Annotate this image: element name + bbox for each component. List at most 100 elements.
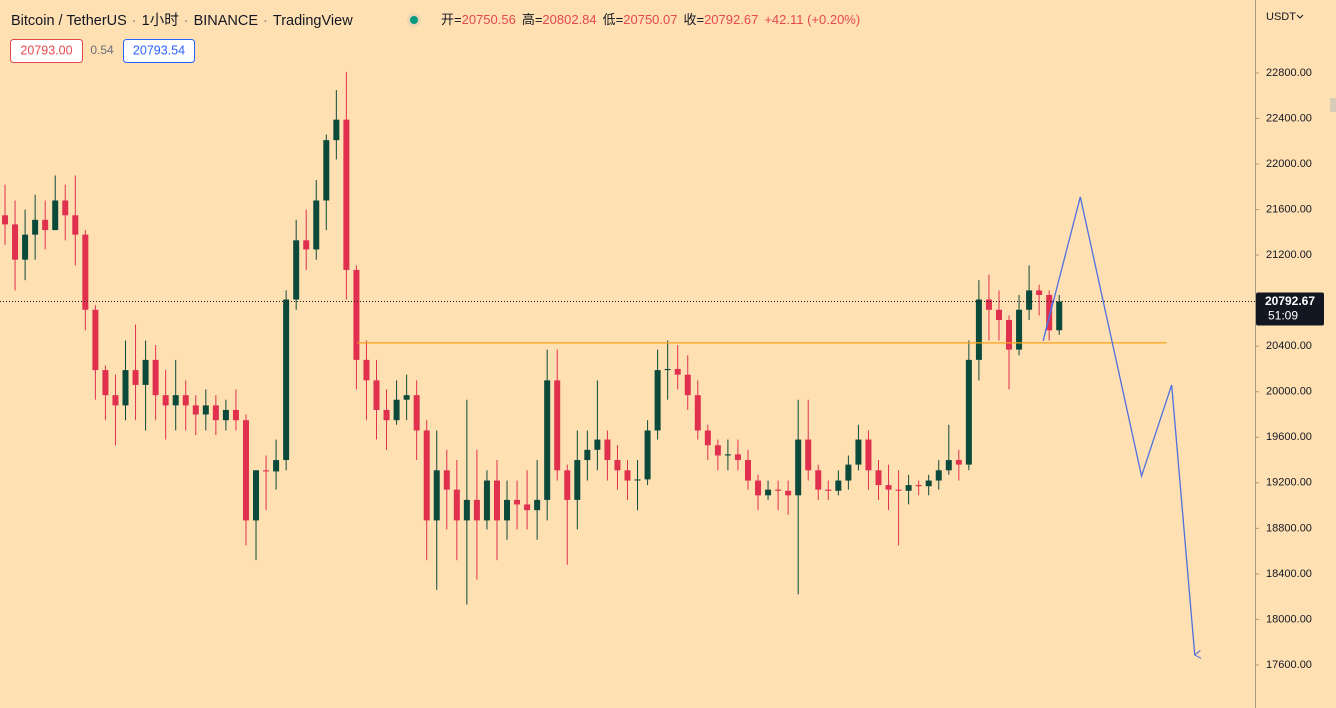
- candle-body: [805, 439, 812, 471]
- candle-body: [785, 490, 792, 496]
- y-tick-label: 22400.00: [1266, 112, 1312, 124]
- candle-body: [152, 359, 159, 396]
- candle-body: [875, 470, 882, 486]
- candle-body: [534, 499, 541, 511]
- ask-box[interactable]: [123, 39, 195, 63]
- bid-box[interactable]: [10, 39, 83, 63]
- candle-body: [132, 370, 139, 385]
- candle-body: [323, 140, 330, 201]
- candle-body: [574, 460, 581, 500]
- candle-body: [985, 299, 992, 310]
- candle-body: [182, 395, 189, 406]
- scroll-handle[interactable]: [1330, 98, 1336, 112]
- candle-body: [62, 200, 69, 216]
- candle-body: [734, 454, 741, 461]
- candle-body: [303, 240, 310, 250]
- candle-body: [755, 480, 762, 496]
- bid[interactable]: 20793.00: [20, 43, 72, 57]
- candle-body: [684, 374, 691, 396]
- candle-body: [584, 449, 591, 461]
- open-value: 20750.56: [462, 12, 516, 27]
- y-tick-label: 18400.00: [1266, 568, 1312, 580]
- candle-body: [714, 445, 721, 456]
- candle-body: [353, 269, 360, 360]
- candle-body: [473, 499, 480, 521]
- candle-body: [905, 485, 912, 491]
- candle-body: [845, 464, 852, 481]
- source: TradingView: [273, 13, 353, 29]
- spread: 0.54: [90, 43, 114, 57]
- candle-body: [654, 370, 661, 431]
- candle-body: [694, 395, 701, 431]
- candle-body: [483, 480, 490, 521]
- candle-body: [975, 299, 982, 360]
- y-tick-label: 22000.00: [1266, 158, 1312, 170]
- open-label: 开=: [441, 12, 462, 27]
- candle-body: [524, 504, 531, 511]
- candle-body: [212, 405, 219, 421]
- candle-body: [112, 395, 119, 406]
- separator: ·: [184, 13, 189, 29]
- candle-body: [1046, 294, 1053, 331]
- countdown: 51:09: [1268, 309, 1298, 323]
- currency[interactable]: USDT: [1266, 11, 1296, 23]
- candle-body: [795, 439, 802, 496]
- ohlc-line: 开=20750.56 高=20802.84 低=20750.07 收=20792.67…: [441, 12, 860, 27]
- candle-body: [564, 470, 571, 500]
- low-value: 20750.07: [623, 12, 677, 27]
- candle-body: [122, 370, 129, 406]
- candle-body: [855, 439, 862, 465]
- candle-body: [704, 430, 711, 446]
- candle-body: [554, 380, 561, 471]
- candle-body: [815, 470, 822, 490]
- y-tick-label: 17600.00: [1266, 659, 1312, 671]
- candle-body: [634, 479, 641, 481]
- candle-body: [162, 395, 169, 406]
- candle-body: [624, 470, 631, 481]
- symbol[interactable]: Bitcoin / TetherUS: [11, 13, 127, 29]
- interval[interactable]: 1小时: [142, 12, 179, 29]
- candle-body: [915, 485, 922, 487]
- projection-path: [1042, 196, 1202, 659]
- exchange: BINANCE: [194, 13, 259, 29]
- y-tick-label: 18800.00: [1266, 522, 1312, 534]
- candle-body: [313, 200, 320, 250]
- currency-chevron[interactable]: [1296, 14, 1304, 19]
- candle-body: [965, 359, 972, 465]
- candle-body: [32, 219, 39, 235]
- candle-body: [604, 439, 611, 461]
- y-tick-label: 18000.00: [1266, 613, 1312, 625]
- candle-body: [433, 470, 440, 521]
- candle-body: [423, 430, 430, 521]
- y-tick-label: 19600.00: [1266, 431, 1312, 443]
- ask[interactable]: 20793.54: [133, 43, 185, 57]
- candle-body: [504, 499, 511, 521]
- candle-body: [443, 470, 450, 490]
- candle-body: [674, 368, 681, 375]
- candle-body: [765, 489, 772, 496]
- candle-body: [42, 219, 49, 231]
- close-label: 收=: [683, 12, 704, 27]
- status-dot: [410, 16, 418, 24]
- candle-body: [263, 470, 270, 472]
- candle-body: [253, 470, 260, 521]
- candle-body: [825, 489, 832, 491]
- y-tick-label: 20000.00: [1266, 386, 1312, 398]
- y-tick-label: 22800.00: [1266, 67, 1312, 79]
- candle-body: [393, 399, 400, 421]
- candle-body: [413, 395, 420, 431]
- candle-body: [865, 439, 872, 471]
- candle-body: [232, 409, 239, 421]
- candle-body: [1056, 301, 1063, 331]
- y-tick-label: 19200.00: [1266, 477, 1312, 489]
- low-label: 低=: [603, 12, 624, 27]
- candle-body: [2, 215, 9, 225]
- candle-body: [82, 234, 89, 310]
- candle-body: [373, 380, 380, 410]
- candle-body: [52, 200, 59, 231]
- candle-body: [142, 359, 149, 385]
- candle-body: [222, 409, 229, 421]
- candle-body: [744, 460, 751, 481]
- candle-body: [383, 409, 390, 421]
